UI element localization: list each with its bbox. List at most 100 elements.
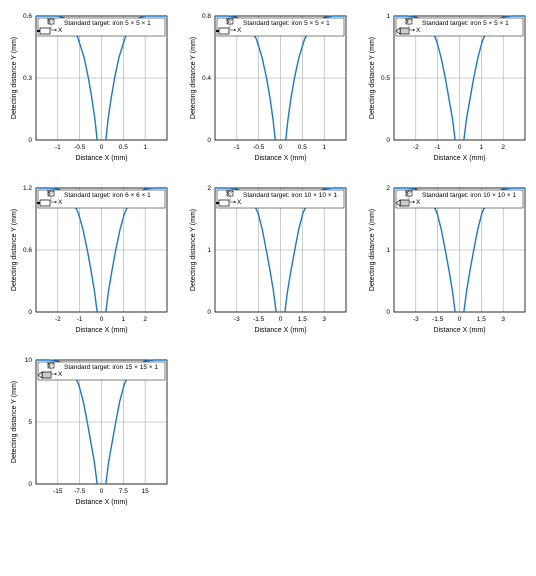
panel-1: -1 -0.5 0 0.5 1 0 0.4 0.8 Distance X (mm) Detecti… [187, 8, 352, 166]
panel-6: -15 -7.5 0 7.5 15 0 5 10 Distance X (mm) Detectin… [8, 352, 173, 510]
xtick-label: 0.5 [119, 144, 128, 151]
x-axis-label: Distance X (mm) [75, 155, 127, 162]
xtick-label: 0.5 [298, 144, 307, 151]
chart-panel-0: -1 -0.5 0 0.5 1 0 0.3 0.6 Distance X (mm) Detecti… [8, 8, 173, 166]
chart-panel-2: -2 -1 0 1 2 0 0.5 1 Distance X (mm) Detecting dis… [366, 8, 531, 166]
ytick-label: 2 [207, 185, 211, 192]
svg-text:Y: Y [47, 362, 52, 369]
chart-panel-1: -1 -0.5 0 0.5 1 0 0.4 0.8 Distance X (mm) Detecti… [187, 8, 352, 166]
legend-text: Standard target: iron 10 × 10 × 1 [422, 192, 516, 199]
x-axis-label: Distance X (mm) [75, 499, 127, 506]
ytick-label: 0.3 [23, 75, 32, 82]
xtick-label: -15 [53, 488, 63, 495]
xtick-label: -1.5 [253, 316, 265, 323]
ytick-label: 0.8 [202, 13, 211, 20]
svg-text:X: X [416, 199, 421, 206]
svg-text:X: X [416, 27, 421, 34]
y-axis-label: Detecting distance Y (mm) [11, 381, 18, 463]
ytick-label: 0.6 [23, 247, 32, 254]
xtick-label: -1 [77, 316, 83, 323]
ytick-label: 0.4 [202, 75, 211, 82]
xtick-label: 0 [100, 316, 104, 323]
ytick-label: 0 [28, 137, 32, 144]
ytick-label: 0 [386, 309, 390, 316]
chart-panel-4: -3-1.501.53012Distance X (mm)Detecting d… [187, 180, 352, 338]
xtick-label: 1 [322, 144, 326, 151]
xtick-label: 2 [143, 316, 147, 323]
svg-text:Y: Y [47, 18, 52, 25]
xtick-label: 2 [501, 144, 505, 151]
panel-2: -2 -1 0 1 2 0 0.5 1 Distance X (mm) Detecting dis… [366, 8, 531, 166]
xtick-label: 1 [143, 144, 147, 151]
panel-3: -2-101200.61.2Distance X (mm)Detecting d… [8, 180, 173, 338]
xtick-label: -3 [413, 316, 419, 323]
x-axis-label: Distance X (mm) [254, 327, 306, 334]
y-axis-label: Detecting distance Y (mm) [11, 209, 18, 291]
panel-4: -3-1.501.53012Distance X (mm)Detecting d… [187, 180, 352, 338]
svg-text:X: X [237, 199, 242, 206]
ytick-label: 0.6 [23, 13, 32, 20]
xtick-label: -2 [55, 316, 61, 323]
y-axis-label: Detecting distance Y (mm) [11, 37, 18, 119]
xtick-label: -2 [413, 144, 419, 151]
xtick-label: -1 [234, 144, 240, 151]
svg-text:Y: Y [405, 190, 410, 197]
svg-text:X: X [58, 27, 63, 34]
xtick-label: 0 [279, 144, 283, 151]
xtick-label: -0.5 [74, 144, 86, 151]
x-axis-label: Distance X (mm) [433, 155, 485, 162]
panel-0: -1 -0.5 0 0.5 1 0 0.3 0.6 Distance X (mm) Detecti… [8, 8, 173, 166]
xtick-label: 1.5 [298, 316, 307, 323]
ytick-label: 1 [386, 13, 390, 20]
ytick-label: 1.2 [23, 185, 32, 192]
xtick-label: 0 [458, 316, 462, 323]
xtick-label: 15 [142, 488, 150, 495]
svg-text:Y: Y [226, 190, 231, 197]
legend-text: Standard target: iron 15 × 15 × 1 [64, 364, 158, 371]
ytick-label: 0 [386, 137, 390, 144]
y-axis-label: Detecting distance Y (mm) [369, 209, 376, 291]
y-axis-label: Detecting distance Y (mm) [190, 209, 197, 291]
chart-panel-3: -2-101200.61.2Distance X (mm)Detecting d… [8, 180, 173, 338]
ytick-label: 0 [207, 309, 211, 316]
xtick-label: -1 [435, 144, 441, 151]
legend-text: Standard target: iron 5 × 5 × 1 [64, 20, 151, 27]
ytick-label: 10 [25, 357, 33, 364]
xtick-label: -0.5 [253, 144, 265, 151]
ytick-label: 0 [28, 481, 32, 488]
xtick-label: 7.5 [119, 488, 128, 495]
xtick-label: 3 [501, 316, 505, 323]
x-axis-label: Distance X (mm) [433, 327, 485, 334]
svg-text:Y: Y [405, 18, 410, 25]
xtick-label: 1.5 [477, 316, 486, 323]
x-axis-label: Distance X (mm) [254, 155, 306, 162]
ytick-label: 0 [28, 309, 32, 316]
xtick-label: -1 [55, 144, 61, 151]
xtick-label: 3 [322, 316, 326, 323]
xtick-label: 0 [100, 144, 104, 151]
ytick-label: 2 [386, 185, 390, 192]
legend-text: Standard target: iron 5 × 5 × 1 [243, 20, 330, 27]
y-axis-label: Detecting distance Y (mm) [190, 37, 197, 119]
x-axis-label: Distance X (mm) [75, 327, 127, 334]
svg-text:X: X [58, 199, 63, 206]
legend-text: Standard target: iron 5 × 5 × 1 [422, 20, 509, 27]
ytick-label: 5 [28, 419, 32, 426]
chart-panel-6: -15 -7.5 0 7.5 15 0 5 10 Distance X (mm) Detectin… [8, 352, 173, 510]
y-axis-label: Detecting distance Y (mm) [369, 37, 376, 119]
legend-text: Standard target: iron 6 × 6 × 1 [64, 192, 151, 199]
ytick-label: 1 [386, 247, 390, 254]
chart-panel-5: -3 -1.5 0 1.5 3 0 1 2 Distance X (mm) Detecting d… [366, 180, 531, 338]
panel-5: -3 -1.5 0 1.5 3 0 1 2 Distance X (mm) Detecting d… [366, 180, 531, 338]
xtick-label: 0 [100, 488, 104, 495]
ytick-label: 0.5 [381, 75, 390, 82]
xtick-label: 0 [458, 144, 462, 151]
svg-text:Y: Y [226, 18, 231, 25]
xtick-label: -7.5 [74, 488, 86, 495]
xtick-label: 0 [279, 316, 283, 323]
ytick-label: 0 [207, 137, 211, 144]
xtick-label: -1.5 [432, 316, 444, 323]
xtick-label: 1 [480, 144, 484, 151]
xtick-label: -3 [234, 316, 240, 323]
svg-text:Y: Y [47, 190, 52, 197]
